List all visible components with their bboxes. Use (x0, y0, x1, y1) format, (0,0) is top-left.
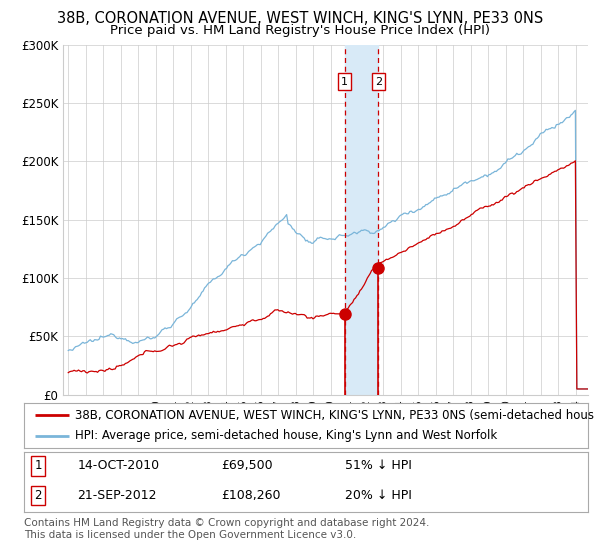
Text: Price paid vs. HM Land Registry's House Price Index (HPI): Price paid vs. HM Land Registry's House … (110, 24, 490, 36)
Text: 51% ↓ HPI: 51% ↓ HPI (346, 459, 412, 472)
Text: Contains HM Land Registry data © Crown copyright and database right 2024.
This d: Contains HM Land Registry data © Crown c… (24, 518, 430, 540)
Text: HPI: Average price, semi-detached house, King's Lynn and West Norfolk: HPI: Average price, semi-detached house,… (75, 430, 497, 442)
Text: 20% ↓ HPI: 20% ↓ HPI (346, 489, 412, 502)
Text: 2: 2 (375, 77, 382, 87)
Text: 2: 2 (34, 489, 42, 502)
Text: 38B, CORONATION AVENUE, WEST WINCH, KING'S LYNN, PE33 0NS: 38B, CORONATION AVENUE, WEST WINCH, KING… (57, 11, 543, 26)
Text: 21-SEP-2012: 21-SEP-2012 (77, 489, 157, 502)
Text: 14-OCT-2010: 14-OCT-2010 (77, 459, 160, 472)
Text: 1: 1 (341, 77, 348, 87)
Text: 1: 1 (34, 459, 42, 472)
Bar (344, 45, 379, 395)
Text: 38B, CORONATION AVENUE, WEST WINCH, KING'S LYNN, PE33 0NS (semi-detached hous: 38B, CORONATION AVENUE, WEST WINCH, KING… (75, 409, 594, 422)
Text: £69,500: £69,500 (221, 459, 273, 472)
Text: £108,260: £108,260 (221, 489, 281, 502)
